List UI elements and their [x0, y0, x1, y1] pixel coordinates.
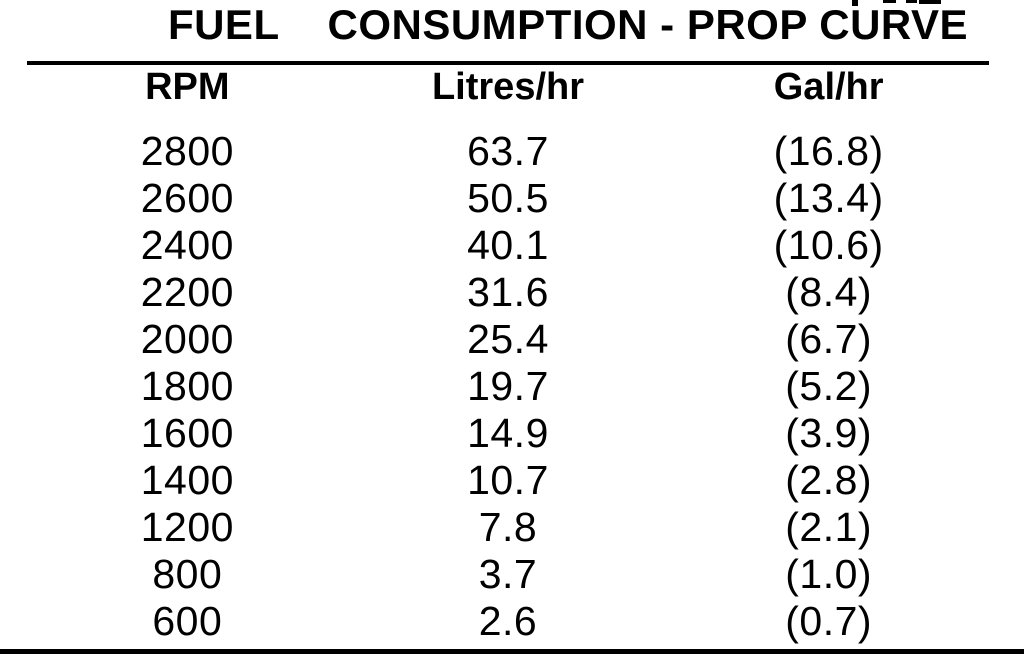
cropped-text-remnant	[883, 0, 896, 3]
table-cell-litres-per-hr: 14.9	[467, 410, 549, 456]
table-row: 1400 10.7 (2.8)	[27, 457, 989, 504]
table-cell-gal-per-hr: (2.1)	[785, 504, 873, 550]
table-cell-rpm: 1600	[140, 410, 234, 456]
table-cell-gal-per-hr: (5.2)	[785, 363, 873, 409]
table-row: 1200 7.8 (2.1)	[27, 504, 989, 551]
table-cell-rpm: 600	[152, 598, 223, 644]
table-cell-litres-per-hr: 25.4	[467, 316, 549, 362]
table-row: 1800 19.7 (5.2)	[27, 363, 989, 410]
table-cell-litres-per-hr: 7.8	[478, 504, 538, 550]
table-header-row: RPM Litres/hr Gal/hr	[27, 65, 989, 110]
table-cell-rpm: 2600	[140, 175, 234, 221]
table-row: 800 3.7 (1.0)	[27, 551, 989, 598]
cropped-text-remnant	[919, 0, 941, 4]
table-cell-rpm: 2800	[140, 128, 234, 174]
table-cell-litres-per-hr: 50.5	[467, 175, 549, 221]
table-cell-gal-per-hr: (2.8)	[785, 457, 873, 503]
table-row: 2600 50.5 (13.4)	[27, 175, 989, 222]
column-header-rpm: RPM	[145, 66, 230, 108]
table-cell-gal-per-hr: (0.7)	[785, 598, 873, 644]
table-cell-rpm: 2000	[140, 316, 234, 362]
table-cell-rpm: 1400	[140, 457, 234, 503]
table-cell-gal-per-hr: (3.9)	[785, 410, 873, 456]
table-cell-litres-per-hr: 19.7	[467, 363, 549, 409]
table-row: 1600 14.9 (3.9)	[27, 410, 989, 457]
table-row: 2800 63.7 (16.8)	[27, 128, 989, 175]
table-cell-litres-per-hr: 40.1	[467, 222, 549, 268]
table-cell-gal-per-hr: (13.4)	[773, 175, 884, 221]
table-row: 2200 31.6 (8.4)	[27, 269, 989, 316]
table-cell-gal-per-hr: (1.0)	[785, 551, 873, 597]
table-row: 2400 40.1 (10.6)	[27, 222, 989, 269]
table-row: 2000 25.4 (6.7)	[27, 316, 989, 363]
header-divider-rule	[27, 61, 989, 65]
column-header-litres-per-hr: Litres/hr	[431, 66, 585, 108]
table-cell-rpm: 800	[152, 551, 223, 597]
column-header-gal-per-hr: Gal/hr	[773, 66, 884, 108]
table-cell-rpm: 2200	[140, 269, 234, 315]
table-cell-litres-per-hr: 63.7	[467, 128, 549, 174]
table-cell-litres-per-hr: 2.6	[478, 598, 538, 644]
table-cell-litres-per-hr: 3.7	[478, 551, 538, 597]
table-cell-rpm: 1200	[140, 504, 234, 550]
cropped-text-remnant	[906, 0, 917, 3]
table-cell-rpm: 2400	[140, 222, 234, 268]
table-body: 2800 63.7 (16.8) 2600 50.5 (13.4) 2400 40.1 (10.…	[27, 128, 989, 645]
table-cell-litres-per-hr: 10.7	[467, 457, 549, 503]
cropped-text-remnant	[852, 0, 858, 6]
table-title: FUEL CONSUMPTION - PROP CURVE	[167, 1, 969, 48]
table-cell-gal-per-hr: (10.6)	[773, 222, 884, 268]
table-cell-gal-per-hr: (8.4)	[785, 269, 873, 315]
table-row: 600 2.6 (0.7)	[27, 598, 989, 645]
table-cell-litres-per-hr: 31.6	[467, 269, 549, 315]
table-cell-rpm: 1800	[140, 363, 234, 409]
bottom-border-rule	[0, 649, 1024, 654]
table-cell-gal-per-hr: (16.8)	[773, 128, 884, 174]
table-cell-gal-per-hr: (6.7)	[785, 316, 873, 362]
